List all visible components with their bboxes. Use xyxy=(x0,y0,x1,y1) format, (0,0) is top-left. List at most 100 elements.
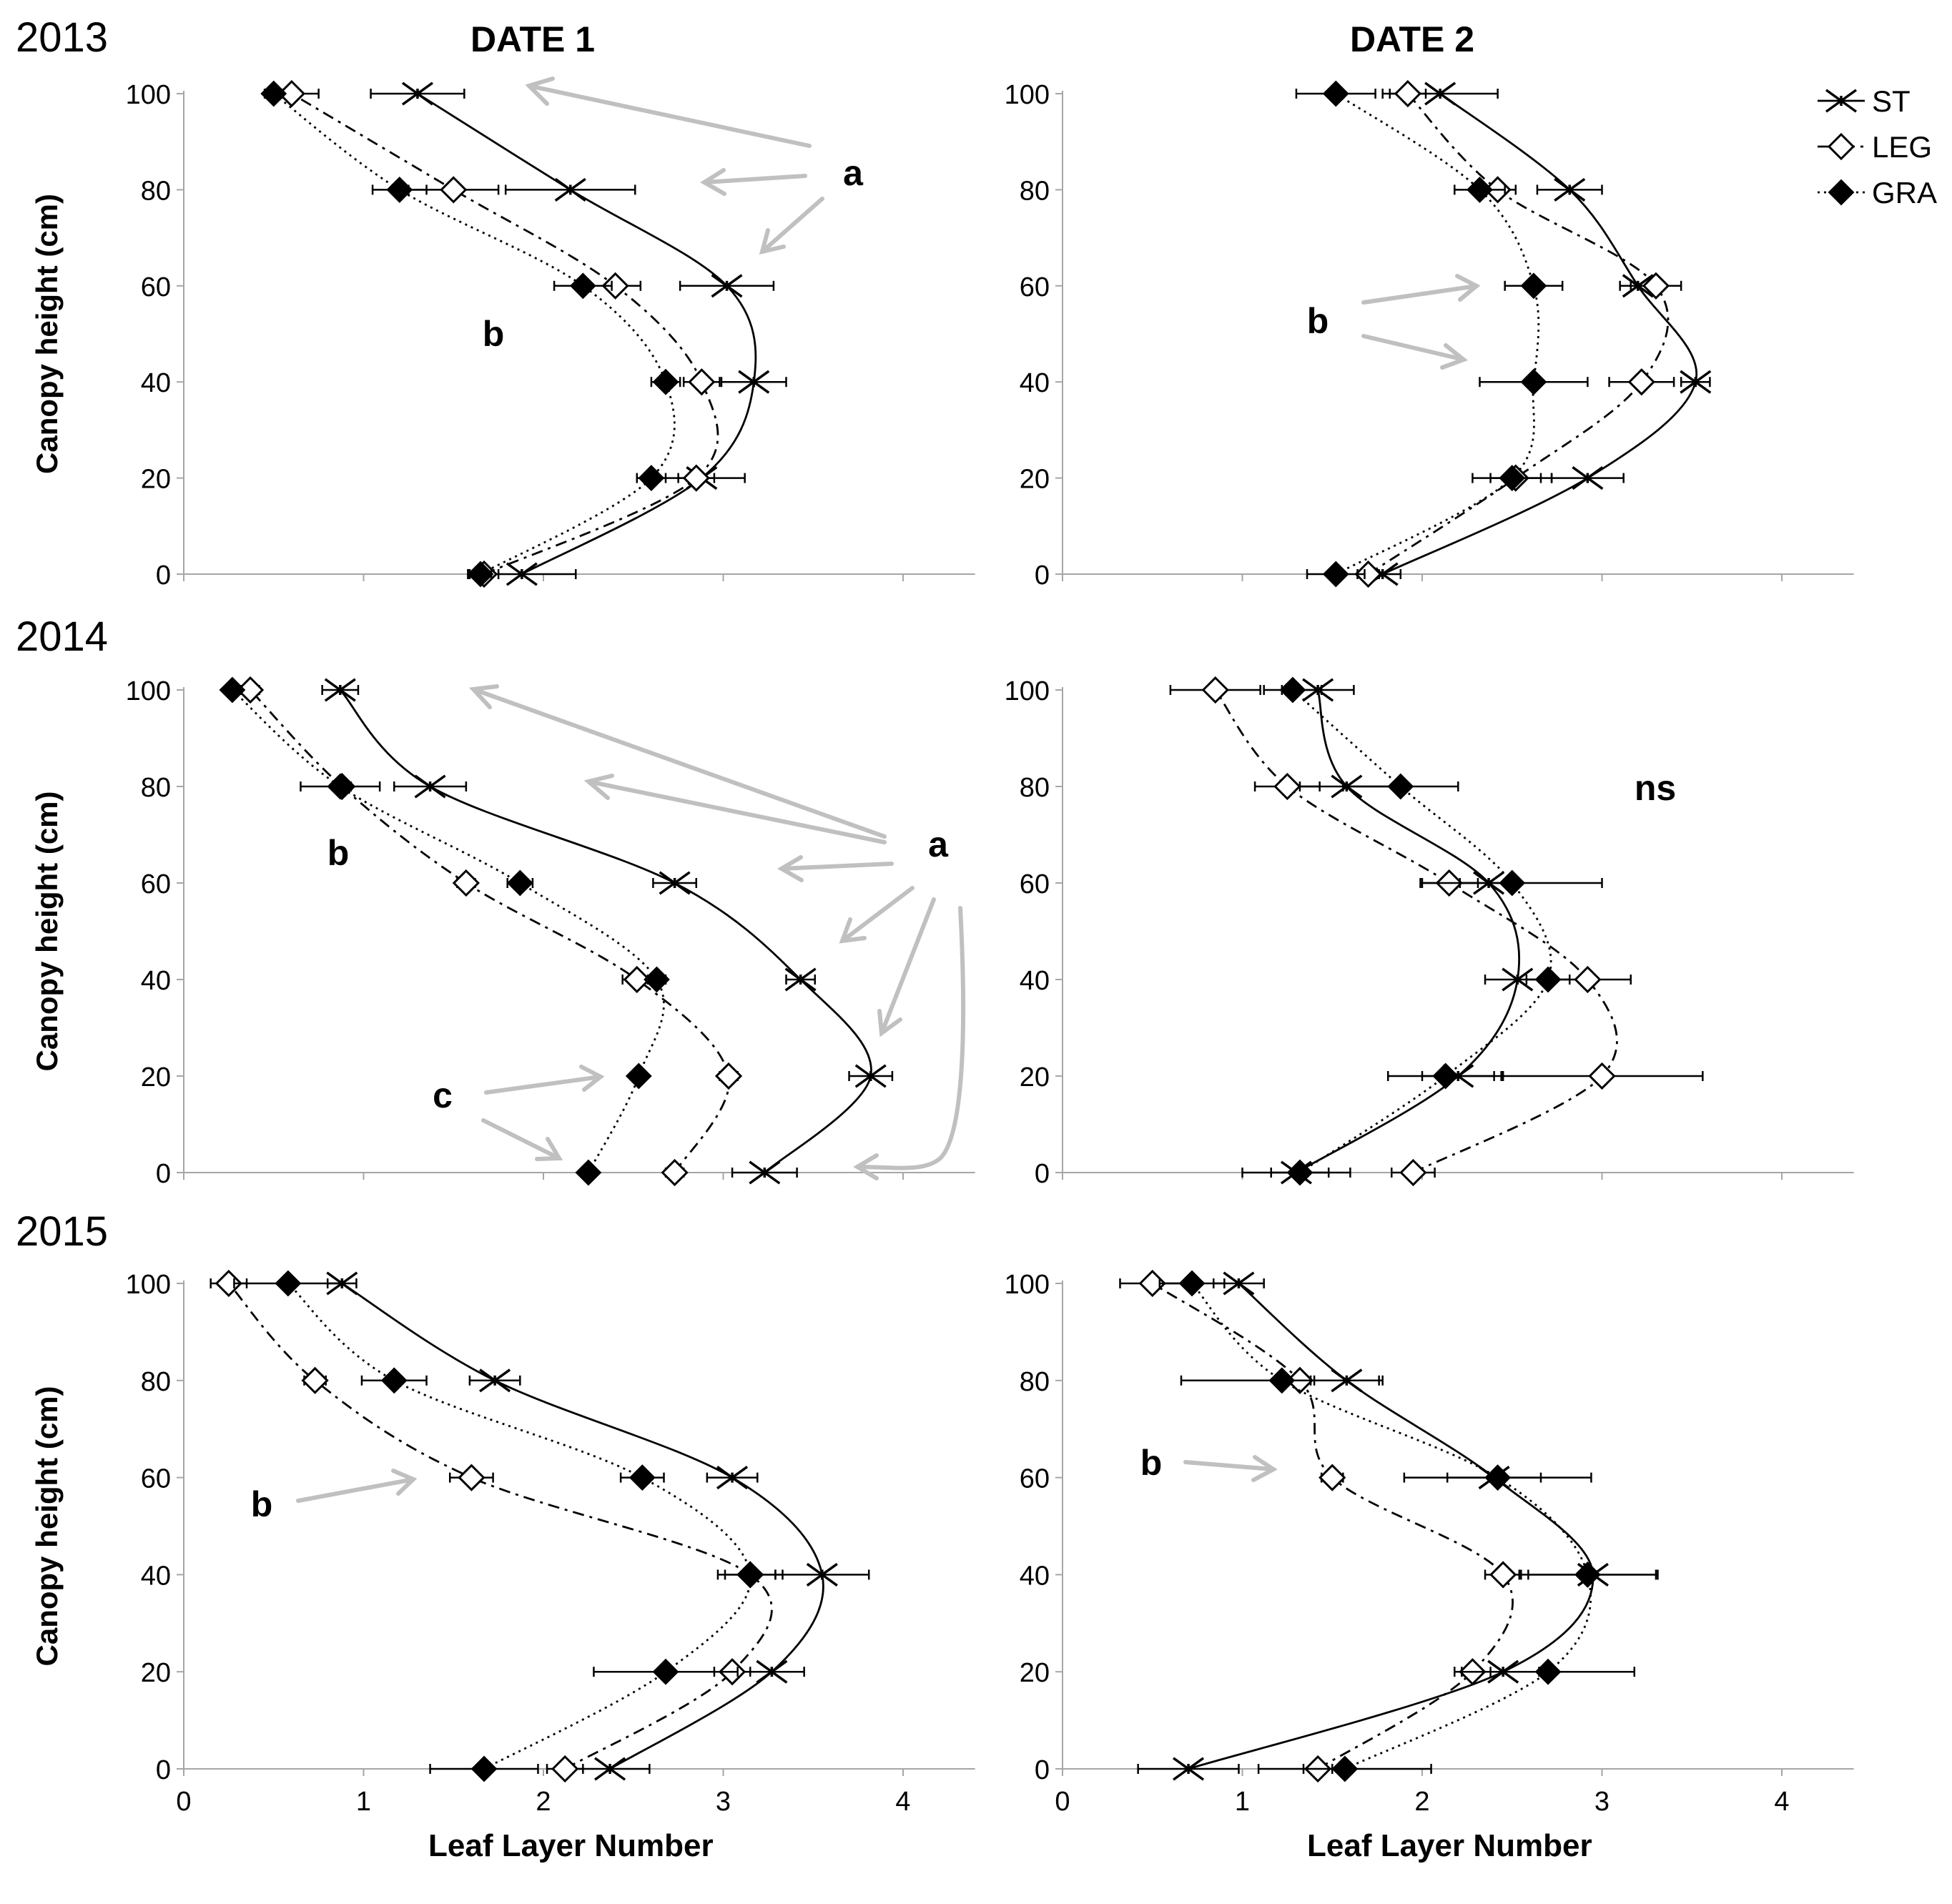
legend-item-gra: GRA xyxy=(1818,176,1937,209)
panel-2015-date2: 0 20 40 60 80 100 0 1 2 3 4 Leaf Layer Number xyxy=(1005,1269,1854,1863)
data-point-leg xyxy=(440,176,468,204)
series-line-leg xyxy=(1214,689,1618,1174)
data-point-st xyxy=(1502,967,1534,992)
y-tick-label: 80 xyxy=(1020,1367,1050,1397)
arrow-2014-d1-1 xyxy=(468,684,887,839)
y-tick-label: 40 xyxy=(141,1561,171,1591)
data-point-leg xyxy=(1574,965,1602,994)
data-point-gra xyxy=(1520,368,1547,395)
data-point-leg xyxy=(661,1158,689,1187)
panel-2013-date2: 0 20 40 60 80 100 xyxy=(1005,79,1854,591)
data-point-gra xyxy=(638,465,665,492)
data-point-gra xyxy=(575,1159,602,1186)
data-point-gra xyxy=(1322,80,1349,107)
data-point-gra xyxy=(386,176,413,203)
y-tick-label: 0 xyxy=(156,1159,171,1189)
data-point-gra xyxy=(1534,1658,1562,1685)
legend-marker-gra xyxy=(1818,179,1865,206)
series-line-gra xyxy=(1291,689,1552,1174)
data-point-gra xyxy=(644,966,670,993)
data-point-gra xyxy=(1499,869,1526,897)
data-point-gra xyxy=(260,80,287,107)
y-tick-label: 80 xyxy=(141,1367,171,1397)
significance-annotations: a b b a b c ns b b xyxy=(251,153,1676,1524)
arrow-2013-d1-3 xyxy=(759,197,824,255)
y-tick-label: 60 xyxy=(1020,1464,1050,1494)
data-point-st xyxy=(1173,1757,1205,1781)
y-tick-label: 60 xyxy=(141,272,171,302)
annotation-2015-date2-b: b xyxy=(1140,1443,1163,1483)
data-point-gra xyxy=(1387,773,1414,800)
series-st xyxy=(326,1271,870,1781)
x-tick-label: 0 xyxy=(1055,1787,1070,1817)
legend-marker-leg xyxy=(1818,132,1865,161)
data-point-st xyxy=(1572,466,1604,490)
y-tick-label: 80 xyxy=(1020,773,1050,803)
annotation-2014-date1-a: a xyxy=(928,824,949,864)
series-line-gra xyxy=(287,1282,751,1770)
data-point-gra xyxy=(625,1062,652,1090)
x-tick-label: 4 xyxy=(1774,1787,1789,1817)
data-point-st xyxy=(506,562,538,586)
legend-item-st: ST xyxy=(1818,84,1911,118)
series-leg xyxy=(1354,79,1682,588)
data-point-gra xyxy=(380,1367,408,1394)
y-tick-label: 100 xyxy=(126,1270,171,1300)
series-line-gra xyxy=(272,92,676,576)
arrow-2013-d1-2 xyxy=(700,168,807,196)
data-point-gra xyxy=(652,368,679,395)
data-point-leg xyxy=(1489,1561,1517,1589)
annotation-2014-date1-c: c xyxy=(433,1075,453,1115)
data-point-gra xyxy=(1467,176,1493,203)
y-tick-label: 40 xyxy=(1020,368,1050,398)
annotation-2015-date1-b: b xyxy=(251,1484,273,1524)
data-point-st xyxy=(594,1757,626,1781)
x-axis-title: Leaf Layer Number xyxy=(1307,1828,1592,1863)
series-gra xyxy=(219,676,670,1186)
row-title-2015: 2015 xyxy=(16,1208,108,1255)
data-point-gra xyxy=(1520,272,1547,300)
data-point-st xyxy=(1223,1271,1255,1296)
row-title-2014: 2014 xyxy=(16,613,108,660)
x-tick-label: 1 xyxy=(356,1787,371,1817)
y-tick-label: 20 xyxy=(141,465,171,495)
y-tick-label: 40 xyxy=(1020,966,1050,996)
data-point-leg xyxy=(1318,1464,1346,1491)
legend-marker-st xyxy=(1818,89,1865,113)
legend-label-leg: LEG xyxy=(1872,130,1932,164)
legend-label-gra: GRA xyxy=(1872,176,1937,209)
arrow-2015-d1 xyxy=(296,1469,418,1503)
data-point-leg xyxy=(1642,272,1670,300)
data-point-leg xyxy=(1354,560,1382,588)
data-point-st xyxy=(711,274,743,298)
series-line-gra xyxy=(1335,92,1540,576)
annotation-2014-date1-b: b xyxy=(327,833,350,873)
arrow-2014-d1-6 xyxy=(853,906,966,1180)
data-point-gra xyxy=(275,1270,302,1297)
data-point-gra xyxy=(506,869,533,897)
data-point-leg xyxy=(601,272,629,300)
legend: ST LEG GRA xyxy=(1818,84,1937,209)
panel-2014-date1: 0 20 40 60 80 100 Canopy height (cm) xyxy=(30,676,975,1189)
data-point-st xyxy=(738,370,770,394)
y-tick-label: 100 xyxy=(126,676,171,706)
data-point-gra xyxy=(1432,1062,1459,1090)
data-point-gra xyxy=(1574,1561,1601,1588)
series-leg xyxy=(263,79,721,588)
y-tick-label: 0 xyxy=(156,561,171,591)
data-point-leg xyxy=(1201,676,1229,704)
series-gra xyxy=(1158,1270,1657,1782)
data-point-gra xyxy=(470,1755,498,1782)
data-point-st xyxy=(479,1368,511,1393)
data-point-st xyxy=(806,1562,838,1587)
data-point-leg xyxy=(682,464,710,492)
annotation-arrows xyxy=(296,77,1481,1503)
data-point-gra xyxy=(629,1464,656,1491)
data-point-gra xyxy=(1499,465,1526,492)
x-tick-label: 2 xyxy=(1414,1787,1429,1817)
data-point-gra xyxy=(219,676,246,704)
column-title-date2: DATE 2 xyxy=(1350,19,1474,59)
data-point-gra xyxy=(1322,561,1349,588)
data-point-st xyxy=(1680,370,1712,394)
